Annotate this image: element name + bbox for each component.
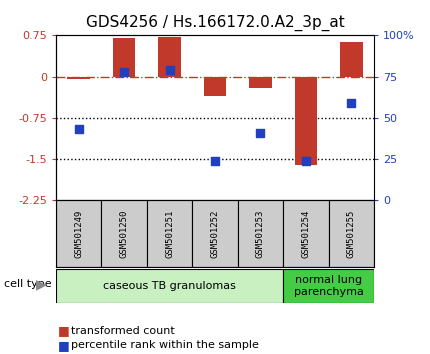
Bar — [238, 200, 283, 267]
Text: GSM501253: GSM501253 — [256, 210, 265, 258]
Point — [257, 130, 264, 135]
Title: GDS4256 / Hs.166172.0.A2_3p_at: GDS4256 / Hs.166172.0.A2_3p_at — [86, 15, 344, 31]
Point — [348, 100, 355, 106]
Bar — [147, 200, 192, 267]
Text: cell type: cell type — [4, 279, 52, 289]
Bar — [113, 38, 135, 76]
Text: ■: ■ — [58, 325, 70, 337]
Bar — [158, 37, 181, 76]
Point — [212, 158, 218, 163]
Bar — [249, 76, 272, 87]
Text: GSM501250: GSM501250 — [120, 210, 129, 258]
Text: GSM501252: GSM501252 — [211, 210, 219, 258]
Bar — [204, 76, 226, 96]
Text: ■: ■ — [58, 339, 70, 352]
Text: caseous TB granulomas: caseous TB granulomas — [103, 281, 236, 291]
Text: GSM501255: GSM501255 — [347, 210, 356, 258]
Bar — [340, 42, 363, 76]
Text: ▶: ▶ — [36, 277, 46, 291]
Bar — [192, 200, 238, 267]
Bar — [329, 200, 374, 267]
Bar — [283, 269, 374, 303]
Bar — [56, 269, 283, 303]
Bar — [56, 200, 101, 267]
Bar — [295, 76, 317, 165]
Text: GSM501251: GSM501251 — [165, 210, 174, 258]
Text: GSM501249: GSM501249 — [74, 210, 83, 258]
Bar — [101, 200, 147, 267]
Text: percentile rank within the sample: percentile rank within the sample — [71, 340, 259, 350]
Point — [75, 126, 82, 132]
Text: transformed count: transformed count — [71, 326, 175, 336]
Bar — [283, 200, 329, 267]
Point — [302, 158, 309, 163]
Bar — [67, 76, 90, 79]
Text: GSM501254: GSM501254 — [301, 210, 310, 258]
Point — [166, 67, 173, 73]
Text: normal lung
parenchyma: normal lung parenchyma — [294, 275, 364, 297]
Point — [121, 69, 128, 74]
